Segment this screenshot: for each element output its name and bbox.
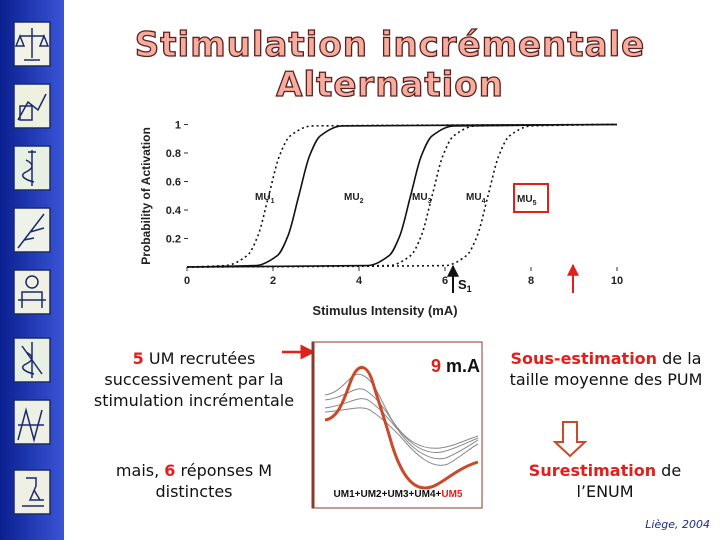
curve-label-subscript: 3 (428, 198, 432, 205)
text: réponses M distinctes (155, 461, 273, 501)
curve-label-subscript: 4 (482, 198, 486, 205)
left-text-2: mais, 6 réponses M distinctes (86, 460, 302, 502)
annotation-subscript: 1 (467, 284, 472, 294)
emphasis: Sous-estimation (510, 349, 658, 368)
text: de la taille moyenne des PUM (509, 349, 703, 389)
x-tick-label: 8 (528, 275, 534, 287)
title-line2: Alternation (276, 65, 504, 105)
y-tick-label: 0.4 (166, 205, 182, 217)
annotation-text: S (458, 277, 467, 292)
count: 6 (164, 461, 176, 480)
text: mais, (115, 461, 165, 480)
highlight-box (513, 183, 549, 213)
unit: m.A (440, 356, 480, 376)
curve-label: MU4 (466, 192, 486, 205)
left-text-1: 5 UM recrutées successivement par la sti… (86, 348, 302, 411)
curve-label-name: MU (466, 192, 482, 203)
curve-label: MU5 (517, 194, 537, 207)
y-tick-label: 0.6 (166, 177, 181, 189)
highlight-trace (324, 366, 479, 490)
curve-label-subscript: 2 (360, 198, 364, 205)
chart: 0 2 4 6 8 10 0.2 0.4 0.6 0.8 1 Stimulus Intensity (… (139, 120, 623, 319)
right-text-2: Surestimation de l’ENUM (500, 460, 710, 502)
y-tick-label: 1 (175, 120, 181, 132)
curve-label-name: MU (344, 192, 360, 203)
stimulus-value: 9 m.A (400, 356, 480, 377)
curve-label-subscript: 5 (533, 200, 537, 207)
y-tick-label: 0.8 (166, 148, 181, 160)
text: UM1+UM2+UM3+UM4+ (333, 489, 442, 500)
y-axis-title: Probability of Activation (139, 127, 153, 265)
curve-label: MU3 (412, 192, 432, 205)
curve-label-name: MU (517, 194, 533, 205)
text: de l’ENUM (576, 461, 682, 501)
text: UM5 (441, 489, 463, 500)
curve (186, 123, 618, 268)
trace-label: UM1+UM2+UM3+UM4+UM5 (314, 484, 482, 505)
right-text-1: Sous-estimation de la taille moyenne des… (496, 348, 716, 390)
x-tick-label: 4 (356, 275, 363, 287)
x-tick-label: 10 (611, 275, 623, 287)
curve-label-name: MU (255, 192, 271, 203)
value: 9 (430, 356, 441, 376)
x-tick-label: 6 (442, 275, 448, 287)
curve-label: MU2 (344, 192, 364, 205)
curve (186, 123, 618, 268)
curve (186, 123, 618, 268)
x-axis-title: Stimulus Intensity (mA) (312, 303, 457, 318)
annotation: S1 (458, 277, 472, 294)
trace-panel (311, 341, 483, 509)
x-tick-label: 0 (184, 275, 190, 287)
curve-label-name: MU (412, 192, 428, 203)
footer: Liège, 2004 (645, 518, 710, 531)
down-arrow (552, 421, 588, 458)
curve (186, 123, 618, 268)
x-tick-label: 2 (270, 275, 276, 287)
title-line1: Stimulation incrémentale (135, 25, 645, 65)
curve-label: MU1 (255, 192, 275, 205)
sidebar-icons (13, 21, 51, 515)
count: 5 (132, 349, 144, 368)
text: UM recrutées successivement par la stimu… (93, 349, 295, 410)
emphasis: Surestimation (528, 461, 657, 480)
curve-label-subscript: 1 (271, 198, 275, 205)
curve (186, 123, 618, 268)
y-tick-label: 0.2 (166, 234, 181, 246)
